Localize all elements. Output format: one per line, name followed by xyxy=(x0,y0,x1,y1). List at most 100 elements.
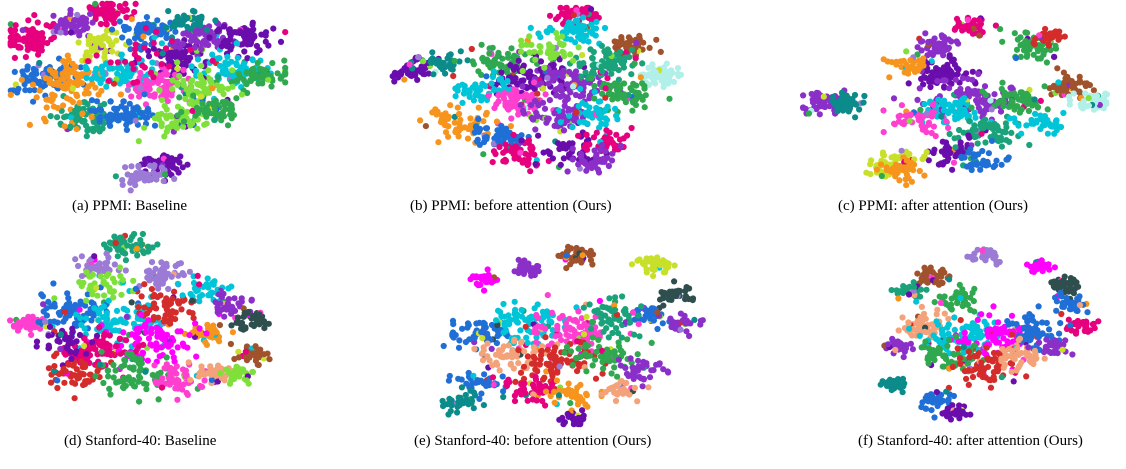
scatter-point xyxy=(236,28,244,35)
scatter-point xyxy=(59,70,66,77)
scatter-point xyxy=(952,25,959,32)
scatter-point xyxy=(1103,98,1110,105)
scatter-point xyxy=(76,99,83,106)
scatter-point xyxy=(1017,53,1024,61)
scatter-point xyxy=(15,319,23,326)
scatter-point xyxy=(892,173,899,180)
scatter-point xyxy=(120,329,127,336)
scatter-point xyxy=(123,6,130,13)
scatter-point xyxy=(953,38,960,45)
scatter-point xyxy=(148,330,155,337)
scatter-point xyxy=(442,63,449,71)
cluster xyxy=(1030,25,1068,49)
scatter-point xyxy=(199,100,206,107)
scatter-point xyxy=(87,10,94,17)
scatter-point xyxy=(952,144,959,151)
scatter-point xyxy=(171,288,178,295)
scatter-point xyxy=(988,106,995,113)
scatter-point xyxy=(972,114,979,121)
scatter-point xyxy=(67,10,74,17)
scatter-point xyxy=(174,38,181,45)
scatter-point xyxy=(520,62,527,69)
cluster xyxy=(217,363,256,387)
scatter-point xyxy=(152,276,159,283)
scatter-point xyxy=(389,73,396,80)
scatter-point xyxy=(496,144,503,151)
scatter-point xyxy=(168,92,175,99)
scatter-point xyxy=(130,66,137,73)
scatter-point xyxy=(137,237,144,244)
scatter-point xyxy=(202,339,209,346)
scatter-point xyxy=(496,76,503,83)
scatter-point xyxy=(141,44,148,51)
scatter-point xyxy=(1006,138,1013,145)
scatter-point xyxy=(75,262,82,270)
scatter-point xyxy=(415,54,422,61)
scatter-point xyxy=(618,36,625,43)
scatter-point xyxy=(666,72,673,79)
scatter-point xyxy=(74,107,82,114)
scatter-point xyxy=(89,19,96,26)
scatter-plot-b xyxy=(389,4,685,176)
scatter-point xyxy=(168,49,175,56)
scatter-point xyxy=(549,44,556,51)
scatter-point xyxy=(999,79,1006,86)
scatter-point xyxy=(840,104,847,111)
scatter-point xyxy=(526,68,534,75)
scatter-point xyxy=(1053,127,1060,134)
scatter-point xyxy=(71,372,78,379)
scatter-point xyxy=(199,383,206,390)
scatter-point xyxy=(528,114,536,122)
scatter-point xyxy=(916,85,923,92)
scatter-point xyxy=(175,377,182,384)
scatter-point xyxy=(589,30,596,37)
scatter-point xyxy=(559,41,566,49)
scatter-point xyxy=(493,118,500,125)
scatter-point xyxy=(557,85,564,92)
scatter-point xyxy=(495,87,502,94)
scatter-point xyxy=(57,18,64,25)
scatter-point xyxy=(150,40,157,47)
scatter-point xyxy=(140,33,147,40)
scatter-point xyxy=(132,117,139,124)
scatter-point xyxy=(77,64,84,71)
scatter-point xyxy=(213,82,221,89)
scatter-point xyxy=(250,26,257,33)
scatter-point xyxy=(537,43,544,50)
scatter-point xyxy=(628,71,635,78)
scatter-point xyxy=(153,340,160,347)
scatter-point xyxy=(76,32,83,39)
scatter-point xyxy=(903,113,910,120)
scatter-point xyxy=(238,91,246,98)
scatter-point xyxy=(116,80,123,87)
scatter-point xyxy=(37,325,44,332)
scatter-point xyxy=(91,253,98,260)
scatter-point xyxy=(31,12,38,19)
scatter-point xyxy=(142,329,150,336)
scatter-point xyxy=(906,118,913,125)
scatter-point xyxy=(645,81,653,88)
scatter-point xyxy=(161,133,168,140)
scatter-point xyxy=(205,41,212,49)
scatter-point xyxy=(620,61,627,68)
scatter-point xyxy=(496,61,503,68)
scatter-point xyxy=(86,273,93,280)
scatter-point xyxy=(196,325,203,332)
scatter-point xyxy=(146,162,154,169)
scatter-point xyxy=(578,31,586,38)
scatter-point xyxy=(975,91,982,98)
scatter-point xyxy=(194,56,202,63)
scatter-point xyxy=(649,61,656,68)
scatter-point xyxy=(621,91,628,98)
scatter-point xyxy=(518,137,525,144)
scatter-point xyxy=(886,74,893,81)
scatter-point xyxy=(194,38,201,46)
scatter-point xyxy=(29,81,37,88)
scatter-point xyxy=(976,32,983,39)
scatter-point xyxy=(963,70,970,77)
scatter-point xyxy=(40,308,47,315)
scatter-point xyxy=(580,37,587,44)
scatter-point xyxy=(639,60,646,67)
scatter-point xyxy=(972,126,979,133)
scatter-point xyxy=(829,93,837,100)
